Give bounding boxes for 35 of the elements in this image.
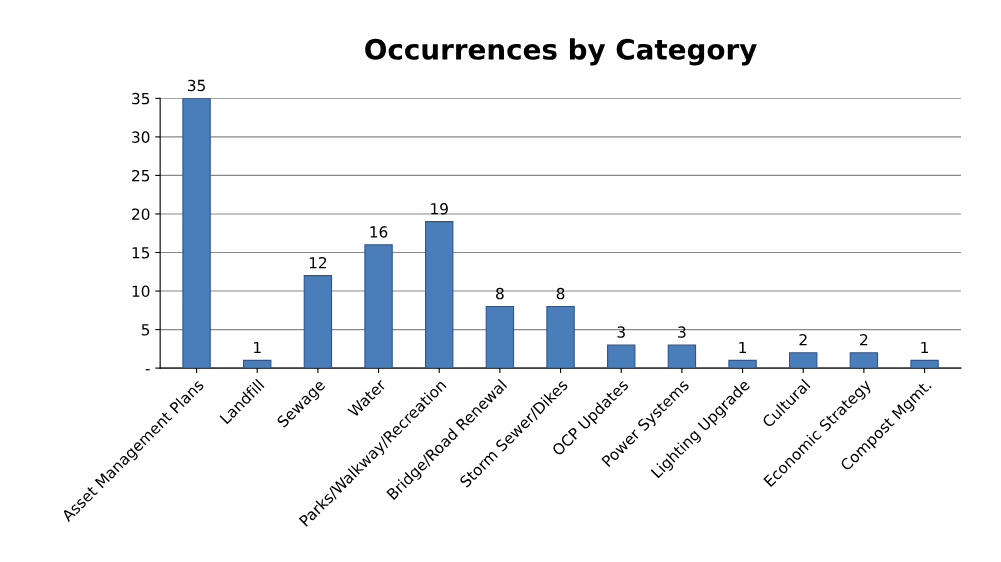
bar [849, 352, 879, 369]
y-tick-label: 25 [132, 169, 150, 182]
y-tick-label: 35 [132, 92, 150, 105]
data-label: 1 [921, 341, 929, 354]
bar [485, 305, 515, 369]
data-label: 2 [860, 334, 868, 346]
bar [910, 359, 939, 369]
data-label: 8 [496, 287, 504, 300]
chart-title: Occurrences by Category [365, 38, 757, 66]
y-tick-label: - [145, 369, 150, 371]
data-label: 2 [799, 334, 807, 346]
bar [425, 221, 454, 369]
bar [303, 275, 333, 369]
data-label: 8 [556, 287, 565, 300]
bar [789, 352, 818, 369]
bar [182, 98, 211, 369]
y-tick-label: 10 [132, 285, 150, 298]
y-tick-label: 30 [132, 131, 150, 143]
bar [546, 305, 575, 369]
data-label: 19 [431, 202, 448, 215]
data-label: 35 [188, 79, 205, 92]
bar [243, 359, 272, 369]
y-tick-label: 20 [132, 208, 150, 220]
data-label: 16 [370, 226, 388, 238]
data-label: 12 [309, 256, 327, 269]
bar [607, 344, 636, 369]
bar [667, 344, 697, 369]
bar [728, 359, 757, 369]
bar [364, 244, 393, 369]
data-label: 1 [254, 341, 261, 354]
y-tick-label: 5 [141, 324, 150, 336]
data-label: 1 [739, 341, 747, 354]
data-label: 3 [678, 326, 686, 338]
data-label: 3 [617, 326, 625, 338]
y-tick-label: 15 [132, 247, 150, 259]
